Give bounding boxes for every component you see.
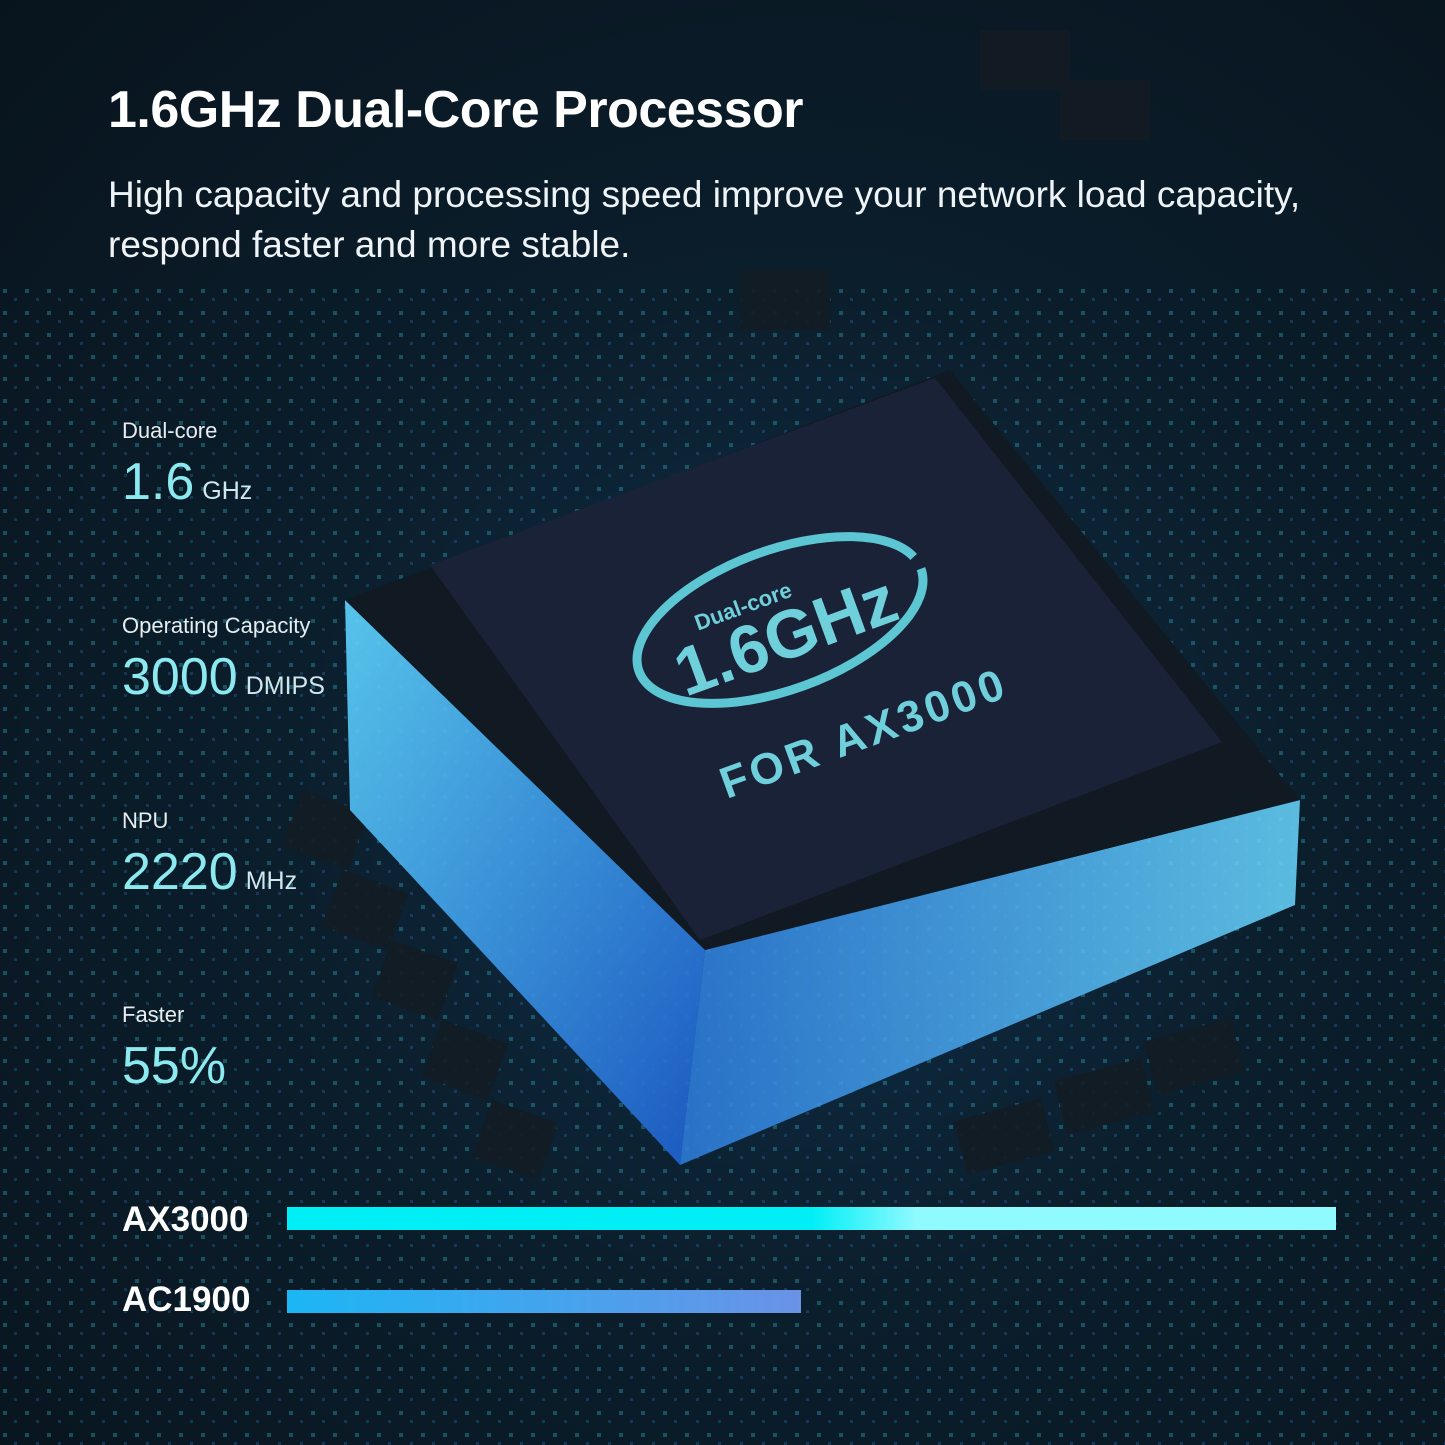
stat-label: Operating Capacity (122, 613, 311, 638)
page-subtitle: High capacity and processing speed impro… (108, 174, 1301, 265)
stat-label: Dual-core (122, 418, 218, 443)
stat-value: 2220 (122, 843, 238, 901)
comparison-label-ac1900: AC1900 (122, 1280, 251, 1319)
stat-value: 3000 (122, 648, 238, 706)
stat-value: 1.6 (122, 453, 195, 511)
processor-chip: Dual-core 1.6GHz FOR AX3000 (345, 370, 1300, 1165)
stat-label: NPU (122, 808, 169, 833)
page-title: 1.6GHz Dual-Core Processor (108, 81, 804, 139)
stat-label: Faster (122, 1002, 185, 1027)
stat-cpu: Dual-core 1.6 GHz (122, 418, 252, 512)
comparison-label-ax3000: AX3000 (122, 1200, 249, 1239)
stat-operating-capacity: Operating Capacity 3000 DMIPS (122, 613, 325, 707)
stat-unit: DMIPS (245, 672, 325, 700)
comparison-bar-ac1900 (287, 1290, 801, 1313)
components (281, 30, 1245, 1181)
stat-npu: NPU 2220 MHz (122, 808, 297, 902)
stat-unit: GHz (202, 477, 253, 505)
stat-value: 55% (122, 1037, 227, 1095)
comparison-bar-ax3000 (287, 1207, 1336, 1230)
stat-faster: Faster 55% (122, 1002, 234, 1096)
stat-unit: MHz (245, 867, 298, 895)
